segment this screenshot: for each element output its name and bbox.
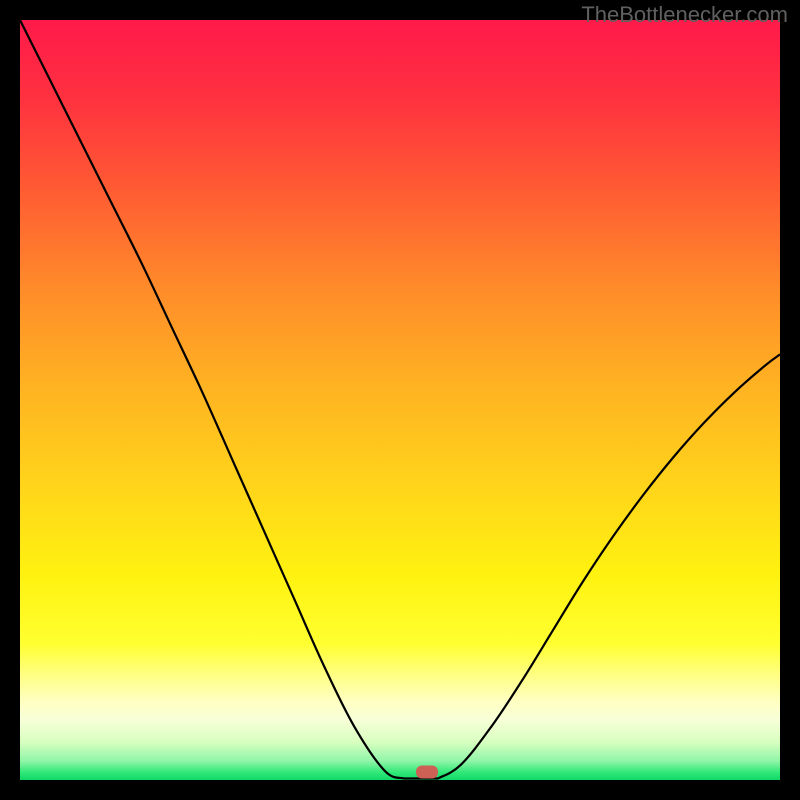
optimum-marker	[416, 766, 438, 779]
bottleneck-curve	[20, 20, 780, 780]
chart-container: TheBottlenecker.com	[0, 0, 800, 800]
watermark-text: TheBottlenecker.com	[581, 2, 788, 28]
plot-area	[20, 20, 780, 780]
